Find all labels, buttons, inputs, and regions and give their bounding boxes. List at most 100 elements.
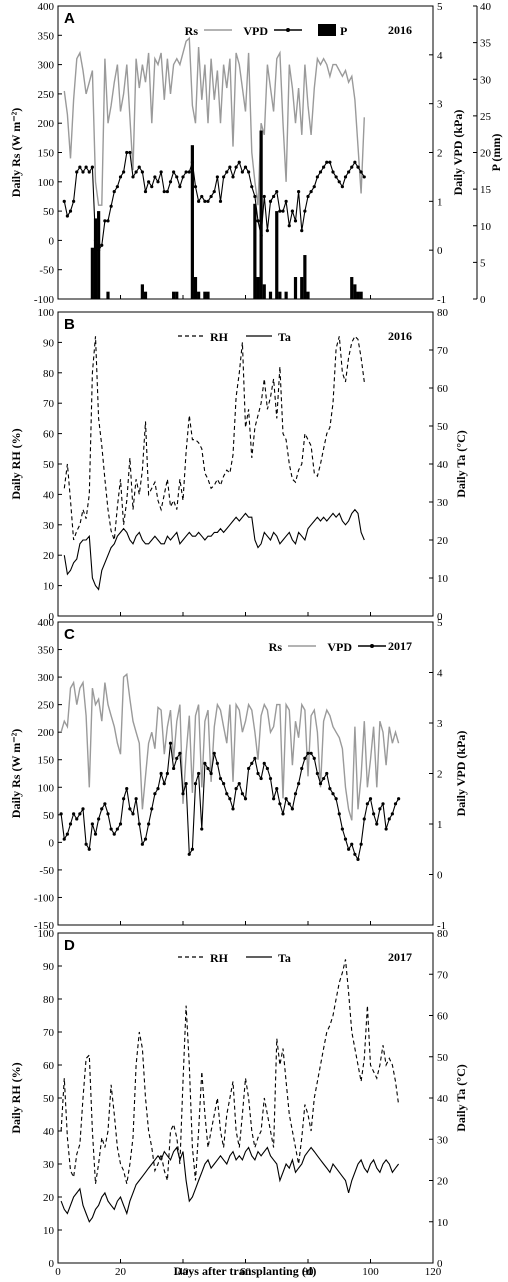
series-point-vpd (322, 776, 326, 781)
series-point-vpd (65, 214, 69, 218)
series-point-vpd (231, 807, 235, 811)
year-label: 2017 (388, 950, 412, 964)
right2-tick-label: 30 (480, 74, 492, 86)
series-point-vpd (106, 812, 110, 816)
series-point-vpd (322, 165, 326, 169)
right2-tick-label: 40 (480, 1, 492, 13)
series-point-vpd (200, 827, 204, 831)
left-tick-label: 0 (49, 837, 55, 849)
series-point-vpd (93, 832, 98, 836)
right-tick-label: 1 (437, 819, 443, 831)
series-point-vpd (281, 812, 285, 816)
left-tick-label: 40 (43, 489, 55, 501)
left-axis-label: Daily RH (%) (9, 1062, 23, 1133)
series-point-vpd (234, 787, 238, 791)
legend-rs: Rs (185, 24, 232, 38)
series-point-vpd (359, 842, 363, 846)
series-point-vpd (68, 822, 73, 826)
series-point-vpd (68, 209, 73, 213)
precip-bar (175, 291, 179, 299)
series-point-vpd (193, 185, 198, 189)
precip-bar (268, 291, 273, 299)
series-point-vpd (81, 807, 85, 811)
left-tick-label: 0 (49, 611, 55, 623)
series-point-vpd (340, 185, 344, 189)
right2-tick-label: 0 (480, 294, 486, 306)
series-point-vpd (100, 807, 104, 811)
series-point-vpd (328, 160, 332, 164)
series-point-vpd (165, 771, 169, 776)
series-point-vpd (193, 782, 198, 786)
precip-bar (193, 277, 198, 299)
x-tick-label: 0 (55, 1266, 61, 1278)
x-tick-label: 40 (178, 1266, 190, 1278)
series-point-vpd (353, 160, 357, 164)
right-tick-label: 10 (437, 573, 449, 585)
left-tick-label: 50 (43, 1093, 55, 1105)
series-point-vpd (381, 802, 385, 806)
series-point-vpd (287, 224, 291, 228)
right2-tick-label: 20 (480, 148, 492, 160)
series-point-vpd (300, 229, 304, 233)
right-tick-label: 1 (437, 196, 443, 208)
right-tick-label: 40 (437, 1093, 449, 1105)
series-point-vpd (87, 847, 91, 851)
series-point-vpd (359, 170, 363, 174)
series-point-vpd (103, 219, 107, 223)
series-point-vpd (247, 170, 251, 174)
series-point-vpd (306, 194, 310, 199)
series-point-vpd (297, 189, 301, 194)
series-point-vpd (368, 797, 373, 801)
series-line-ta (63, 508, 365, 591)
series-point-vpd (284, 797, 288, 801)
series-point-vpd (203, 199, 207, 203)
series-point-vpd (337, 180, 341, 184)
panel-letter: B (64, 316, 75, 333)
legend-vpd: VPD (243, 24, 302, 38)
series-point-vpd (365, 802, 369, 806)
left-tick-label: -50 (39, 865, 54, 877)
precip-bar (350, 277, 354, 299)
series-point-vpd (290, 209, 294, 213)
series-point-vpd (397, 797, 401, 801)
series-point-vpd (222, 782, 226, 786)
series-point-vpd (100, 243, 104, 247)
series-line-rh (63, 335, 365, 541)
left-tick-label: 90 (43, 961, 55, 973)
series-point-vpd (72, 199, 76, 203)
left-tick-label: 300 (38, 672, 55, 684)
series-point-vpd (131, 175, 135, 179)
series-point-vpd (209, 194, 213, 199)
series-point-vpd (209, 771, 213, 776)
left-tick-label: 350 (38, 30, 55, 42)
right-tick-label: 40 (437, 459, 449, 471)
series-point-vpd (90, 165, 94, 169)
series-point-vpd (290, 807, 294, 811)
series-point-vpd (143, 837, 148, 841)
left-tick-label: 100 (38, 177, 55, 189)
precip-bar (259, 130, 263, 299)
series-point-vpd (181, 175, 185, 179)
series-point-vpd (243, 797, 248, 801)
precip-bar (278, 291, 282, 299)
legend-label: VPD (243, 24, 268, 38)
legend-ta: Ta (246, 330, 291, 344)
series-point-vpd (347, 170, 351, 174)
series-point-vpd (387, 817, 391, 821)
right-tick-label: 50 (437, 1052, 449, 1064)
right-tick-label: 4 (437, 50, 443, 62)
series-point-vpd (393, 802, 398, 806)
panel-letter: C (64, 626, 75, 643)
right-tick-label: 30 (437, 1134, 449, 1146)
panels: -100-50050100150200250300350400-10123450… (9, 1, 503, 1278)
left-tick-label: -150 (34, 920, 55, 932)
left-tick-label: 80 (43, 994, 55, 1006)
right-tick-label: 10 (437, 1217, 449, 1229)
right-tick-label: 50 (437, 421, 449, 433)
year-label: 2017 (388, 639, 412, 653)
right-tick-label: -1 (437, 294, 446, 306)
left-tick-label: -50 (39, 265, 54, 277)
precip-bar (97, 211, 101, 299)
series-point-vpd (375, 822, 379, 826)
series-point-vpd (118, 822, 123, 826)
